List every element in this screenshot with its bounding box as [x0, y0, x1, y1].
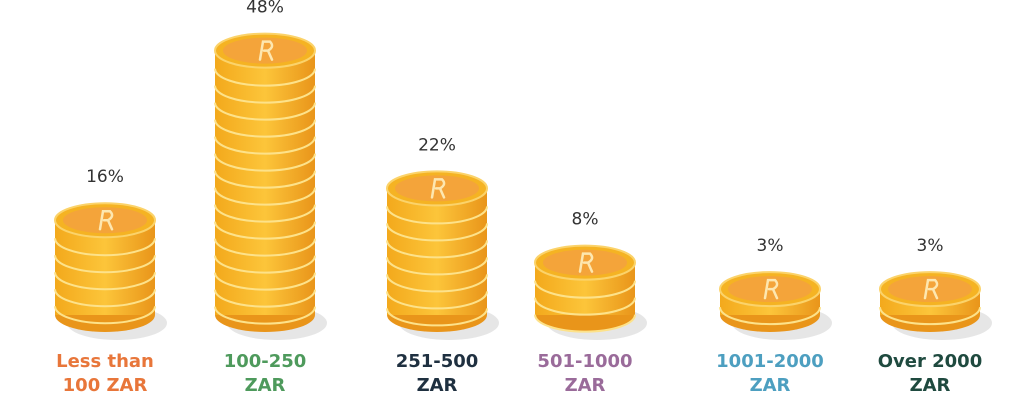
value-label: 48%: [246, 0, 284, 18]
coin-edge: [214, 136, 316, 155]
coin-edge: [54, 272, 156, 291]
category-label: 100-250 ZAR: [223, 351, 307, 396]
coin-edge: [386, 257, 488, 276]
value-label: 8%: [572, 210, 599, 230]
coin-symbol: [578, 252, 594, 273]
coin-edge: [214, 153, 316, 172]
bar: [387, 188, 487, 315]
coin-edge: [214, 306, 316, 325]
coin-symbol: [430, 178, 446, 199]
coin-symbol: [258, 40, 274, 61]
coin-edge: [386, 223, 488, 242]
category-label: 1001-2000 ZAR: [716, 351, 824, 396]
coin-edge: [54, 306, 156, 325]
coin-edge: [214, 289, 316, 308]
coin-edge: [54, 289, 156, 308]
coin-edge: [214, 238, 316, 257]
coin-edge: [534, 314, 636, 333]
coin-edge: [386, 308, 488, 327]
coin-edge: [386, 240, 488, 259]
coin-edge: [879, 306, 981, 326]
coin-edge: [214, 255, 316, 274]
coin-edge: [214, 221, 316, 240]
coin-edge: [214, 68, 316, 87]
coin-edge: [214, 85, 316, 104]
value-label: 22%: [418, 135, 456, 155]
value-label: 3%: [917, 236, 944, 256]
category-label: Less than 100 ZAR: [56, 351, 154, 396]
coin-symbol: [763, 278, 779, 300]
coin-edge: [214, 272, 316, 291]
coin-edge: [534, 280, 636, 299]
value-label: 3%: [757, 236, 784, 256]
coin-edge: [54, 255, 156, 274]
coin-symbol: [98, 209, 114, 231]
coin-edge: [214, 204, 316, 223]
value-label: 16%: [86, 167, 124, 187]
category-label: 251-500 ZAR: [395, 351, 479, 396]
coin-edge: [534, 297, 636, 316]
coin-edge: [214, 170, 316, 189]
coin-symbol: [923, 278, 939, 300]
coin-edge: [54, 238, 156, 257]
coin-edge: [214, 187, 316, 206]
coin-edge: [386, 274, 488, 293]
coin-edge: [214, 119, 316, 138]
category-label: Over 2000 ZAR: [877, 351, 983, 396]
coin-edge: [719, 306, 821, 326]
coin-edge: [386, 206, 488, 225]
coin-edge: [214, 102, 316, 121]
category-label: 501-1000 ZAR: [537, 351, 633, 396]
coin-edge: [386, 291, 488, 310]
